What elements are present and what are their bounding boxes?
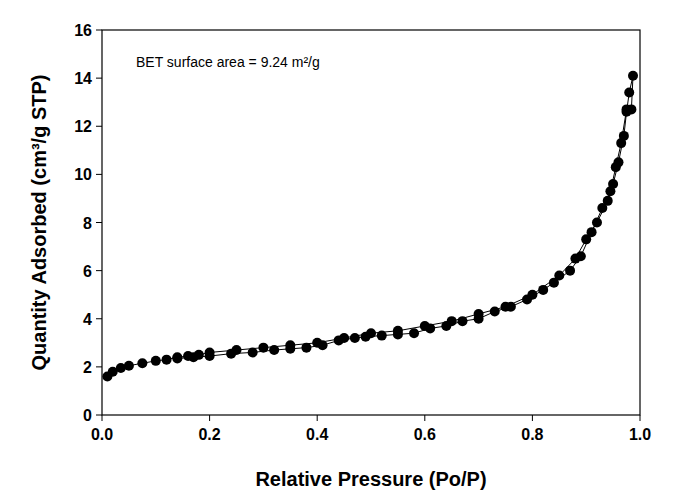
data-point bbox=[549, 278, 559, 288]
data-point bbox=[151, 356, 161, 366]
data-point bbox=[285, 344, 295, 354]
y-tick-label: 2 bbox=[83, 359, 92, 376]
data-point bbox=[565, 266, 575, 276]
y-tick bbox=[96, 174, 102, 175]
data-point bbox=[611, 162, 621, 172]
annotation: BET surface area = 9.24 m²/g bbox=[136, 54, 320, 70]
data-point bbox=[301, 343, 311, 353]
y-tick bbox=[96, 30, 102, 31]
y-tick bbox=[96, 366, 102, 367]
data-point bbox=[474, 314, 484, 324]
x-tick bbox=[102, 415, 103, 421]
x-tick bbox=[317, 415, 318, 421]
data-point bbox=[188, 352, 198, 362]
y-tick bbox=[96, 318, 102, 319]
x-tick-label: 0.4 bbox=[306, 426, 328, 443]
chart: 0.0 0.2 0.4 0.6 0.8 1.0 0 2 4 6 8 10 12 14 16 BET surfa… bbox=[0, 0, 682, 503]
data-point bbox=[425, 323, 435, 333]
data-point bbox=[361, 332, 371, 342]
data-point bbox=[318, 340, 328, 350]
data-point bbox=[269, 345, 279, 355]
data-point bbox=[258, 343, 268, 353]
x-tick-label: 0.6 bbox=[414, 426, 436, 443]
plot-frame bbox=[102, 30, 640, 415]
data-point bbox=[597, 203, 607, 213]
y-tick-label: 12 bbox=[74, 118, 92, 135]
data-group bbox=[102, 71, 638, 382]
x-axis-label: Relative Pressure (Po/P) bbox=[255, 468, 486, 490]
y-tick bbox=[96, 222, 102, 223]
data-point bbox=[506, 302, 516, 312]
data-point bbox=[490, 307, 500, 317]
data-point bbox=[205, 351, 215, 361]
y-axis-label: Quantity Adsorbed (cm³/g STP) bbox=[28, 75, 50, 371]
y-tick bbox=[96, 78, 102, 79]
data-point bbox=[172, 353, 182, 363]
data-point bbox=[409, 328, 419, 338]
data-point bbox=[616, 138, 626, 148]
y-tick-label: 8 bbox=[83, 215, 92, 232]
data-point bbox=[393, 329, 403, 339]
y-tick-label: 10 bbox=[74, 166, 92, 183]
data-point bbox=[226, 349, 236, 359]
x-tick bbox=[209, 415, 210, 421]
data-point bbox=[334, 335, 344, 345]
x-tick-label: 0.2 bbox=[198, 426, 220, 443]
data-point bbox=[350, 333, 360, 343]
data-point bbox=[624, 88, 634, 98]
y-tick bbox=[96, 270, 102, 271]
y-tick bbox=[96, 415, 102, 416]
data-point bbox=[124, 361, 134, 371]
data-point bbox=[248, 347, 258, 357]
data-point bbox=[441, 321, 451, 331]
data-point bbox=[605, 186, 615, 196]
y-tick-label: 14 bbox=[74, 70, 92, 87]
y-tick-label: 4 bbox=[83, 311, 92, 328]
y-tick bbox=[96, 126, 102, 127]
x-tick bbox=[640, 415, 641, 421]
data-point bbox=[162, 355, 172, 365]
data-point bbox=[587, 227, 597, 237]
data-point bbox=[622, 104, 632, 114]
data-point bbox=[377, 331, 387, 341]
x-tick-label: 0.0 bbox=[91, 426, 113, 443]
x-tick-label: 0.8 bbox=[521, 426, 543, 443]
data-point bbox=[628, 71, 638, 81]
data-point bbox=[457, 316, 467, 326]
x-tick bbox=[424, 415, 425, 421]
x-tick bbox=[532, 415, 533, 421]
data-point bbox=[576, 251, 586, 261]
data-point bbox=[538, 285, 548, 295]
data-point bbox=[137, 358, 147, 368]
data-point bbox=[522, 295, 532, 305]
y-tick-label: 6 bbox=[83, 263, 92, 280]
y-tick-label: 0 bbox=[83, 407, 92, 424]
x-tick-label: 1.0 bbox=[629, 426, 651, 443]
isotherm-line bbox=[107, 76, 633, 377]
data-point bbox=[592, 218, 602, 228]
y-tick-label: 16 bbox=[74, 22, 92, 39]
